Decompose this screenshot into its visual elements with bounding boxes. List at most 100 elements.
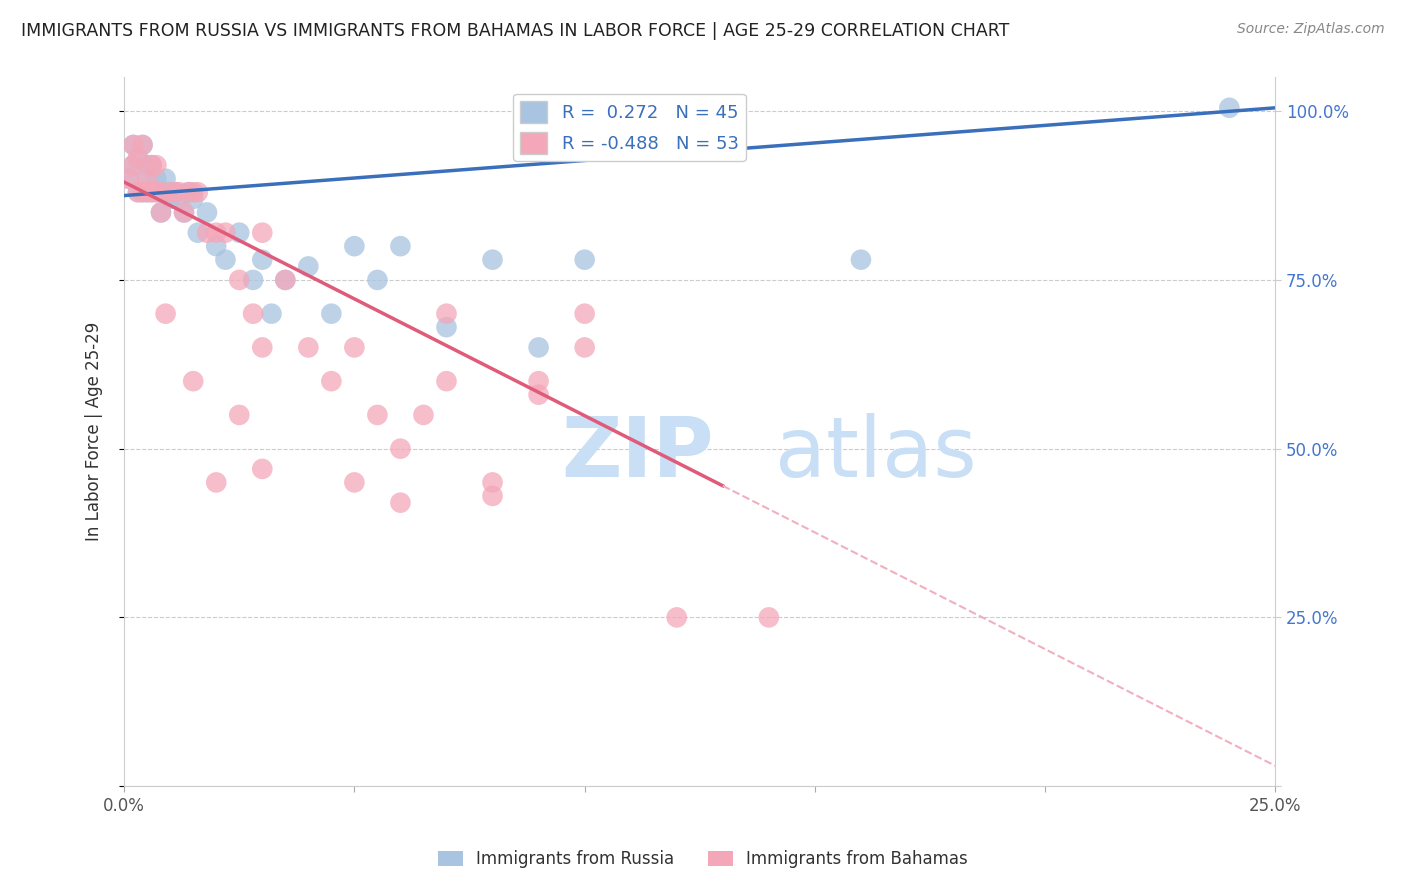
Point (214, 226, 236, 240)
Point (228, 408, 250, 422)
Point (343, 475, 366, 490)
Point (343, 239, 366, 253)
Y-axis label: In Labor Force | Age 25-29: In Labor Force | Age 25-29 (86, 322, 103, 541)
Text: atlas: atlas (775, 413, 976, 493)
Point (187, 226, 209, 240)
Point (343, 340, 366, 354)
Point (159, 192, 181, 206)
Point (131, 137, 153, 152)
Point (127, 152, 149, 166)
Point (118, 171, 141, 186)
Point (574, 340, 596, 354)
Point (149, 205, 172, 219)
Point (758, 610, 780, 624)
Point (141, 185, 163, 199)
Point (252, 252, 274, 267)
Point (141, 158, 163, 172)
Point (141, 185, 163, 199)
Point (366, 273, 388, 287)
Point (260, 307, 283, 321)
Point (297, 260, 319, 274)
Point (297, 340, 319, 354)
Point (127, 185, 149, 199)
Text: Source: ZipAtlas.com: Source: ZipAtlas.com (1237, 22, 1385, 37)
Point (1218, 101, 1240, 115)
Point (145, 158, 167, 172)
Point (136, 171, 159, 186)
Point (173, 205, 195, 219)
Point (389, 442, 412, 456)
Point (149, 185, 172, 199)
Point (163, 185, 186, 199)
Point (131, 185, 153, 199)
Point (181, 374, 204, 388)
Point (169, 192, 191, 206)
Point (145, 171, 167, 186)
Point (274, 273, 297, 287)
Point (574, 252, 596, 267)
Point (122, 137, 145, 152)
Point (163, 185, 186, 199)
Text: ZIP: ZIP (561, 413, 714, 493)
Point (149, 185, 172, 199)
Point (849, 252, 872, 267)
Point (181, 192, 204, 206)
Point (127, 152, 149, 166)
Point (159, 185, 181, 199)
Point (195, 226, 218, 240)
Point (159, 185, 181, 199)
Point (389, 496, 412, 510)
Point (195, 205, 218, 219)
Point (122, 137, 145, 152)
Point (169, 185, 191, 199)
Point (228, 273, 250, 287)
Point (481, 475, 503, 490)
Text: IMMIGRANTS FROM RUSSIA VS IMMIGRANTS FROM BAHAMAS IN LABOR FORCE | AGE 25-29 COR: IMMIGRANTS FROM RUSSIA VS IMMIGRANTS FRO… (21, 22, 1010, 40)
Point (131, 137, 153, 152)
Point (145, 185, 167, 199)
Point (366, 408, 388, 422)
Point (252, 226, 274, 240)
Point (412, 408, 434, 422)
Point (173, 205, 195, 219)
Point (242, 273, 264, 287)
Point (527, 387, 550, 401)
Point (155, 185, 177, 199)
Point (177, 185, 200, 199)
Point (149, 205, 172, 219)
Legend: R =  0.272   N = 45, R = -0.488   N = 53: R = 0.272 N = 45, R = -0.488 N = 53 (513, 94, 747, 161)
Point (481, 252, 503, 267)
Point (136, 185, 159, 199)
Point (155, 307, 177, 321)
Point (389, 239, 412, 253)
Point (155, 171, 177, 186)
Point (436, 307, 458, 321)
Point (436, 320, 458, 334)
Point (136, 158, 159, 172)
Point (228, 226, 250, 240)
Point (205, 239, 228, 253)
Point (122, 158, 145, 172)
Point (136, 185, 159, 199)
Point (527, 374, 550, 388)
Point (665, 610, 688, 624)
Point (574, 307, 596, 321)
Point (131, 185, 153, 199)
Point (242, 307, 264, 321)
Point (481, 489, 503, 503)
Point (252, 340, 274, 354)
Point (436, 374, 458, 388)
Point (274, 273, 297, 287)
Point (127, 185, 149, 199)
Point (187, 185, 209, 199)
Point (122, 158, 145, 172)
Point (141, 158, 163, 172)
Legend: Immigrants from Russia, Immigrants from Bahamas: Immigrants from Russia, Immigrants from … (432, 844, 974, 875)
Point (205, 475, 228, 490)
Point (136, 171, 159, 186)
Point (145, 185, 167, 199)
Point (118, 171, 141, 186)
Point (205, 226, 228, 240)
Point (181, 185, 204, 199)
Point (252, 462, 274, 476)
